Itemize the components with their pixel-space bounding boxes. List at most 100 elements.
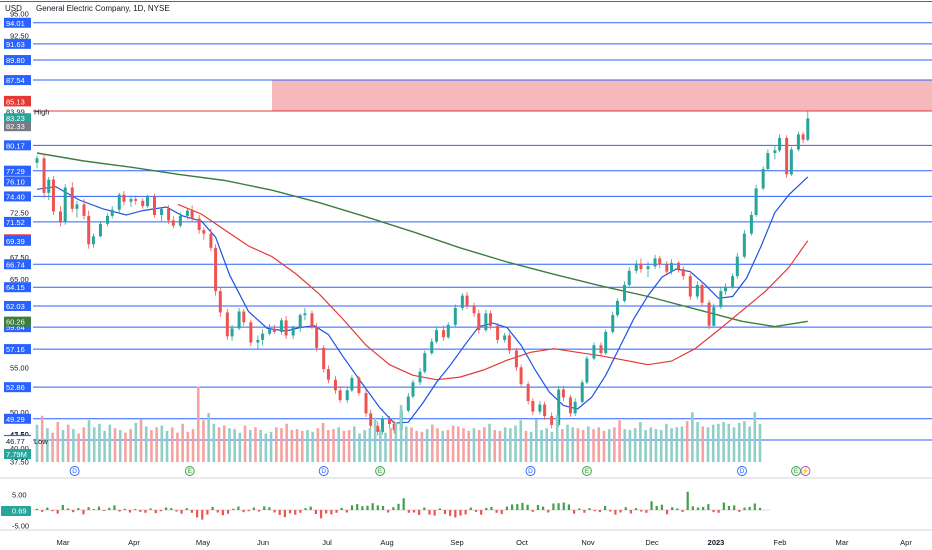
oscillator-bar	[619, 510, 622, 513]
volume-bar	[462, 428, 465, 462]
volume-bar	[358, 433, 361, 462]
oscillator-bar	[443, 510, 447, 515]
level-price-tag-label: 62.03	[6, 302, 25, 311]
event-marker-label: D	[528, 468, 533, 475]
candle-body	[153, 196, 156, 216]
candle	[604, 329, 608, 355]
oscillator-bar	[226, 510, 230, 514]
volume-bar	[326, 430, 330, 462]
oscillator-bar	[61, 505, 64, 510]
event-marker-earnings: E	[375, 466, 386, 476]
candle	[279, 317, 283, 335]
candle-body	[557, 389, 561, 425]
candle-body	[160, 208, 164, 216]
oscillator-bar	[552, 503, 555, 510]
volume-bar	[623, 429, 627, 462]
event-marker-label: E	[188, 468, 193, 475]
candle	[446, 322, 450, 339]
oscillator-bar	[758, 507, 762, 510]
oscillator-bar	[41, 510, 44, 512]
level-price-tag-label: 64.15	[6, 283, 25, 292]
candle	[453, 304, 457, 327]
candle-body	[430, 341, 434, 354]
oscillator-bar	[242, 510, 245, 513]
candle-body	[592, 345, 596, 359]
candle	[249, 319, 253, 347]
volume-bar	[35, 424, 39, 462]
sma-slow-line	[36, 152, 808, 328]
volume-bar	[649, 427, 653, 462]
earnings-icon	[581, 466, 592, 476]
oscillator-layer	[0, 477, 932, 531]
oscillator-bar	[753, 503, 756, 510]
oscillator-bar	[319, 510, 323, 519]
candle	[806, 111, 810, 142]
x-tick-label: Mar	[836, 538, 849, 547]
oscillator-bar	[717, 510, 720, 513]
candle	[634, 260, 638, 274]
oscillator-bar	[748, 506, 751, 510]
candle-body	[538, 404, 542, 412]
level-price-tag	[4, 322, 31, 333]
volume-bar	[680, 426, 684, 462]
candle	[688, 273, 692, 301]
oscillator-bar	[335, 510, 338, 513]
oscillator-bar	[609, 510, 612, 512]
oscillator-bar	[547, 510, 550, 513]
volume-bar	[337, 427, 340, 462]
volume-bar	[202, 420, 205, 462]
candle-body	[310, 313, 314, 327]
oscillator-bar	[629, 510, 632, 514]
volume-bar	[602, 430, 606, 462]
candle	[531, 398, 535, 416]
level-price-tag	[4, 300, 31, 311]
candle-body	[670, 262, 673, 272]
volume-bar	[384, 432, 387, 462]
volume-bar	[571, 427, 575, 462]
candle	[507, 332, 511, 355]
candle-body	[496, 325, 500, 340]
volume-layer	[35, 386, 762, 462]
candle-body	[185, 210, 189, 216]
candle-body	[110, 209, 114, 216]
candle	[185, 208, 189, 220]
candle-body	[106, 215, 109, 224]
level-price-tag	[4, 17, 31, 28]
volume-bar	[72, 429, 75, 462]
oscillator-bar	[165, 507, 168, 510]
volume-bar	[82, 427, 86, 462]
candle-body	[681, 269, 685, 277]
candle	[51, 176, 55, 216]
candle-body	[754, 188, 758, 216]
candle	[514, 347, 518, 371]
candle	[87, 210, 91, 249]
candle-body	[326, 369, 330, 380]
volume-bar	[98, 423, 101, 462]
level-price-tag-label: 94.01	[6, 19, 25, 28]
oscillator-bar	[325, 510, 328, 514]
oscillator-bar	[516, 504, 519, 510]
candle-body	[531, 400, 535, 412]
volume-bar	[477, 430, 481, 462]
volume-bar	[113, 428, 117, 462]
event-marker-label: E	[378, 468, 383, 475]
oscillator-bar	[624, 507, 627, 510]
candle	[670, 259, 673, 275]
oscillator-bar	[542, 506, 545, 510]
candle-body	[42, 158, 46, 193]
oscillator-bar	[480, 510, 483, 515]
oscillator-bar	[418, 510, 421, 515]
candle	[580, 379, 584, 404]
volume-bar	[576, 428, 580, 462]
candle-body	[561, 389, 565, 398]
price-tag	[4, 121, 31, 132]
candle-body	[665, 264, 669, 272]
candle-body	[514, 350, 518, 368]
candle	[268, 323, 272, 336]
candle	[568, 394, 572, 417]
candle	[75, 200, 79, 218]
candle	[460, 292, 464, 311]
candle	[623, 281, 626, 303]
oscillator-tick-label: -5.00	[12, 522, 29, 531]
